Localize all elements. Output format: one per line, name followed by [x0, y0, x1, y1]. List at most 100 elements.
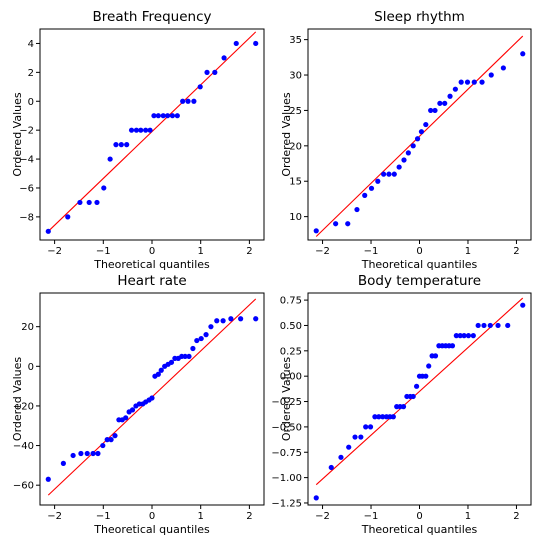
fit-line: [315, 297, 524, 486]
y-axis-label: Ordered Values: [280, 357, 293, 441]
data-point: [338, 454, 344, 460]
data-point: [191, 98, 197, 104]
data-point: [432, 107, 438, 114]
data-point: [90, 450, 96, 457]
data-point: [198, 335, 204, 342]
data-point: [447, 93, 453, 99]
y-tick-label: 0: [28, 362, 34, 373]
data-point: [155, 371, 161, 377]
data-point: [405, 150, 411, 156]
subplot-4: Body temperature −2 −1 0 1 2 −1.25 −1.00 −0.75 −0…: [271, 273, 532, 535]
x-tick-label: −1: [96, 246, 111, 257]
y-tick-label: 20: [289, 141, 302, 152]
data-point: [118, 142, 124, 148]
chart-title: Heart rate: [117, 273, 186, 289]
data-point: [149, 395, 155, 401]
data-point: [410, 143, 416, 149]
data-point: [113, 142, 119, 148]
data-point: [413, 383, 420, 389]
data-point: [414, 136, 421, 142]
data-point: [253, 316, 259, 322]
y-tick-label: 10: [289, 212, 302, 223]
data-point: [400, 404, 407, 410]
data-point: [208, 324, 214, 330]
data-point: [390, 414, 396, 420]
x-tick-label: −2: [315, 246, 330, 257]
y-tick-label: −0.50: [271, 422, 302, 433]
data-point: [138, 127, 144, 133]
axes-frame: [39, 28, 265, 241]
data-point: [457, 333, 463, 339]
data-point: [77, 199, 83, 206]
data-point: [423, 373, 429, 379]
data-point: [505, 322, 511, 329]
data-point: [475, 322, 481, 329]
y-tick-label: 0.75: [280, 296, 302, 307]
data-point: [352, 434, 358, 440]
y-tick-label: −6: [19, 183, 34, 194]
data-point: [418, 129, 425, 135]
y-axis-label: Ordered Values: [11, 357, 24, 441]
data-point: [495, 322, 501, 329]
data-point: [220, 318, 226, 324]
data-point: [488, 72, 494, 78]
data-point: [345, 221, 351, 227]
y-tick-label: −0.75: [271, 448, 302, 459]
data-point: [124, 142, 130, 148]
data-point: [449, 343, 456, 349]
data-point: [78, 450, 84, 457]
data-point: [428, 107, 434, 114]
data-point: [101, 185, 107, 191]
data-point: [123, 415, 129, 421]
data-point: [194, 337, 200, 344]
data-point: [45, 228, 51, 234]
data-point: [212, 69, 218, 75]
data-point: [520, 51, 526, 57]
data-point: [410, 393, 416, 400]
data-point: [158, 367, 164, 373]
data-point: [500, 65, 506, 71]
data-point: [108, 437, 114, 443]
data-point: [86, 199, 92, 206]
data-point: [203, 332, 209, 338]
data-point: [151, 113, 157, 119]
data-point: [204, 69, 210, 75]
data-point: [70, 452, 76, 459]
data-point: [380, 414, 386, 420]
data-point: [391, 171, 397, 177]
data-point: [333, 221, 339, 227]
data-point: [358, 434, 364, 440]
y-tick-label: 0: [28, 97, 34, 108]
data-point: [221, 55, 227, 61]
data-point: [65, 214, 71, 220]
subplot-1: Breath Frequency −2 −1 0 1 2 −8 −6 −4 −2 0 2 4 Theore…: [11, 9, 265, 271]
data-point: [147, 127, 153, 133]
x-tick-label: −2: [315, 511, 330, 522]
y-tick-label: −2: [19, 126, 34, 137]
y-tick-label: 2: [28, 68, 34, 79]
data-point: [60, 460, 66, 466]
data-point: [185, 98, 191, 104]
data-point: [423, 121, 429, 128]
x-tick-label: 1: [465, 246, 471, 257]
x-tick-label: 2: [513, 246, 519, 257]
data-point: [471, 79, 477, 85]
data-point: [112, 433, 118, 439]
chart-title: Body temperature: [358, 273, 481, 289]
data-point: [481, 322, 487, 329]
data-point: [372, 414, 378, 420]
data-point: [155, 113, 161, 119]
data-point: [328, 464, 334, 471]
data-point: [520, 302, 526, 308]
data-point: [160, 113, 166, 119]
data-point: [84, 450, 90, 457]
x-tick-label: 2: [513, 511, 519, 522]
data-point: [465, 333, 472, 339]
data-point: [479, 79, 485, 85]
data-point: [233, 40, 239, 47]
data-point: [133, 127, 140, 133]
data-point: [128, 127, 135, 133]
data-point: [487, 322, 493, 329]
data-point: [228, 316, 234, 322]
